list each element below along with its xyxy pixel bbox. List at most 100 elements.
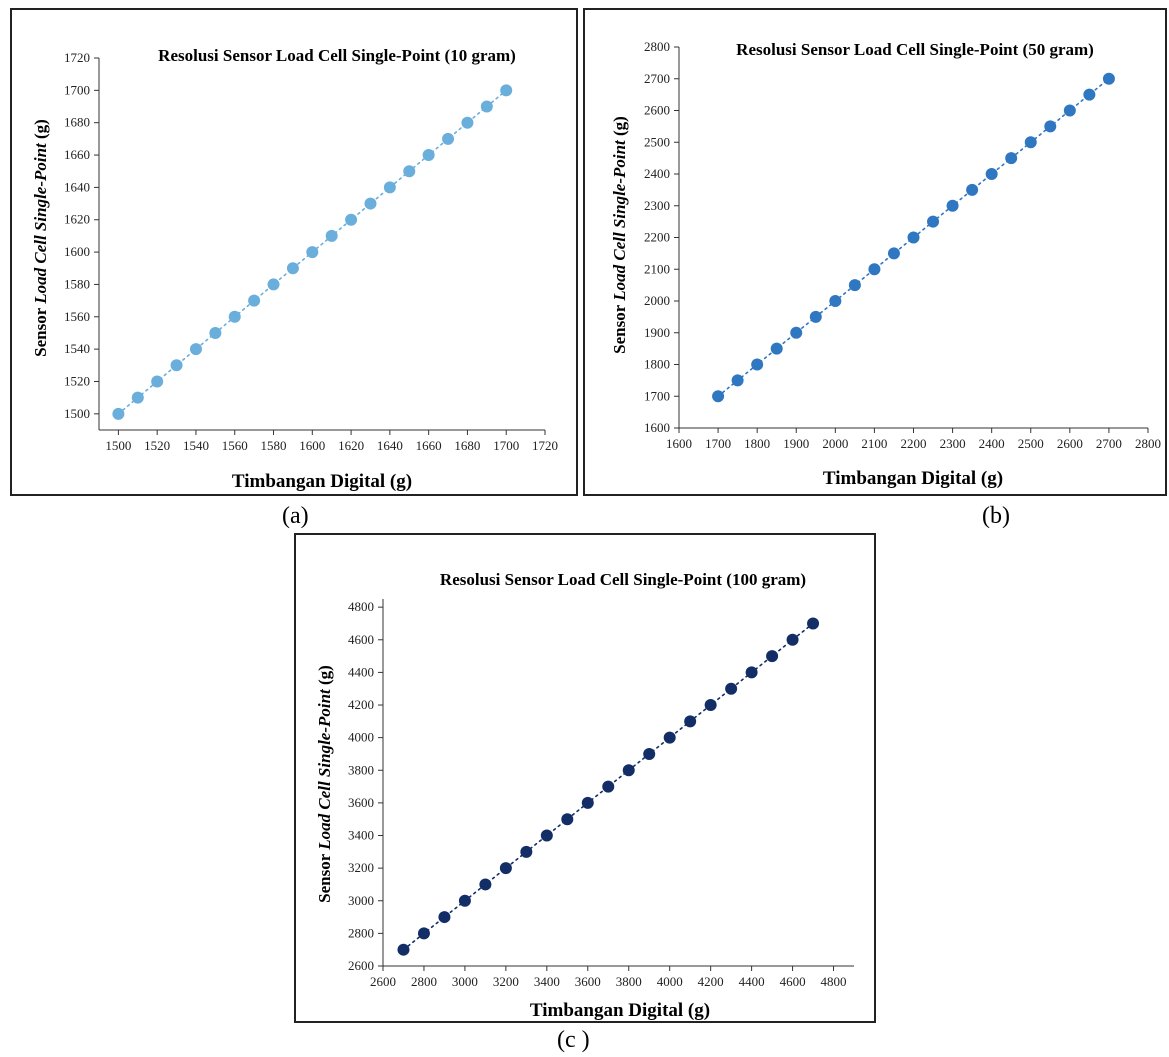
y-tick-label: 1680 bbox=[64, 115, 90, 130]
x-tick-label: 2800 bbox=[411, 974, 437, 989]
x-tick-label: 2400 bbox=[979, 436, 1005, 451]
y-tick-label: 3800 bbox=[348, 762, 374, 777]
x-tick-label: 1700 bbox=[493, 438, 519, 453]
data-point bbox=[712, 390, 725, 403]
y-axis-label-part: (g) bbox=[315, 665, 334, 689]
chart-b-svg: 1600 1700 1800 1900 2000 2100 2200 2300 2400 2500… bbox=[610, 39, 1161, 489]
data-point bbox=[248, 294, 261, 307]
data-point bbox=[1005, 152, 1018, 165]
data-point bbox=[663, 731, 676, 744]
data-point bbox=[500, 84, 513, 97]
x-tick-label: 2800 bbox=[1135, 436, 1161, 451]
data-point bbox=[112, 407, 125, 420]
data-point bbox=[306, 246, 319, 259]
data-point bbox=[745, 666, 758, 679]
data-point bbox=[417, 927, 430, 940]
y-tick-label: 3000 bbox=[348, 893, 374, 908]
data-point bbox=[461, 116, 474, 129]
data-point bbox=[751, 358, 764, 371]
data-point bbox=[643, 747, 656, 760]
data-point bbox=[267, 278, 280, 291]
y-axis-label-part: (g) bbox=[31, 119, 50, 143]
y-tick-label: 1500 bbox=[64, 406, 90, 421]
data-point bbox=[520, 845, 533, 858]
data-point bbox=[345, 213, 358, 226]
x-axis-label: Timbangan Digital (g) bbox=[232, 471, 412, 492]
y-tick-label: 1600 bbox=[644, 420, 670, 435]
data-point bbox=[790, 326, 803, 339]
data-point bbox=[170, 359, 183, 372]
data-point bbox=[622, 764, 635, 777]
y-tick-label: 2300 bbox=[644, 198, 670, 213]
y-tick-label: 2500 bbox=[644, 134, 670, 149]
data-point bbox=[151, 375, 164, 388]
y-axis-label: Sensor Load Cell Single-Point (g) bbox=[315, 665, 334, 903]
data-point bbox=[887, 247, 900, 260]
y-tick-label: 4600 bbox=[348, 632, 374, 647]
y-tick-label: 4000 bbox=[348, 730, 374, 745]
caption-c: (c ) bbox=[557, 1027, 590, 1053]
x-tick-label: 1640 bbox=[377, 438, 403, 453]
data-point bbox=[286, 262, 299, 275]
chart-title: Resolusi Sensor Load Cell Single-Point (… bbox=[158, 46, 516, 65]
y-axis-label-part: Load Cell Single-Point bbox=[31, 142, 50, 305]
y-axis-label-part: (g) bbox=[610, 116, 629, 140]
data-point bbox=[907, 231, 920, 244]
x-tick-label: 1600 bbox=[666, 436, 692, 451]
data-point bbox=[725, 682, 738, 695]
x-tick-label: 3200 bbox=[493, 974, 519, 989]
y-tick-label: 1520 bbox=[64, 373, 90, 388]
x-tick-label: 4000 bbox=[657, 974, 683, 989]
caption-a: (a) bbox=[282, 503, 309, 529]
data-point bbox=[458, 894, 471, 907]
x-tick-label: 3600 bbox=[575, 974, 601, 989]
y-tick-label: 1700 bbox=[644, 388, 670, 403]
data-point bbox=[581, 796, 594, 809]
y-tick-label: 2600 bbox=[644, 103, 670, 118]
y-tick-label: 4400 bbox=[348, 664, 374, 679]
x-tick-label: 2200 bbox=[901, 436, 927, 451]
x-tick-label: 1520 bbox=[144, 438, 170, 453]
x-tick-label: 1660 bbox=[416, 438, 442, 453]
y-tick-label: 1560 bbox=[64, 309, 90, 324]
data-point bbox=[397, 943, 410, 956]
data-point bbox=[602, 780, 615, 793]
y-tick-label: 4200 bbox=[348, 697, 374, 712]
data-point bbox=[364, 197, 377, 210]
x-tick-label: 1800 bbox=[744, 436, 770, 451]
data-point bbox=[1102, 72, 1115, 85]
chart-a-svg: 1500 1520 1540 1560 1580 1600 1620 1640 1660 1680… bbox=[31, 46, 558, 492]
y-tick-label: 1700 bbox=[64, 82, 90, 97]
y-tick-label: 2400 bbox=[644, 166, 670, 181]
y-tick-label: 2100 bbox=[644, 261, 670, 276]
data-point bbox=[770, 342, 783, 355]
x-tick-label: 1700 bbox=[705, 436, 731, 451]
y-axis-label-part: Sensor bbox=[31, 304, 50, 357]
data-point bbox=[1044, 120, 1057, 133]
x-tick-label: 1680 bbox=[454, 438, 480, 453]
y-tick-label: 2800 bbox=[348, 925, 374, 940]
x-tick-label: 4800 bbox=[821, 974, 847, 989]
y-tick-label: 2200 bbox=[644, 230, 670, 245]
data-point bbox=[868, 263, 881, 276]
y-tick-label: 1540 bbox=[64, 341, 90, 356]
x-tick-label: 2300 bbox=[940, 436, 966, 451]
x-tick-label: 2500 bbox=[1018, 436, 1044, 451]
y-axis-label: Sensor Load Cell Single-Point (g) bbox=[610, 116, 629, 354]
data-point bbox=[786, 633, 799, 646]
data-point bbox=[228, 310, 241, 323]
data-point bbox=[927, 215, 940, 228]
x-tick-label: 1500 bbox=[105, 438, 131, 453]
chart-panel-b: 1600 1700 1800 1900 2000 2100 2200 2300 2400 2500… bbox=[583, 8, 1167, 496]
data-point bbox=[540, 829, 553, 842]
y-tick-label: 2700 bbox=[644, 71, 670, 86]
chart-title: Resolusi Sensor Load Cell Single-Point (… bbox=[440, 570, 806, 589]
data-point bbox=[966, 183, 979, 196]
data-point bbox=[946, 199, 959, 212]
chart-panel-c: 2600 2800 3000 3200 3400 3600 3800 4000 4200 4400… bbox=[294, 533, 876, 1023]
chart-c-svg: 2600 2800 3000 3200 3400 3600 3800 4000 4200 4400… bbox=[315, 570, 854, 1021]
data-point bbox=[479, 878, 492, 891]
x-tick-label: 1540 bbox=[183, 438, 209, 453]
data-point bbox=[438, 911, 451, 924]
data-point bbox=[985, 168, 998, 180]
